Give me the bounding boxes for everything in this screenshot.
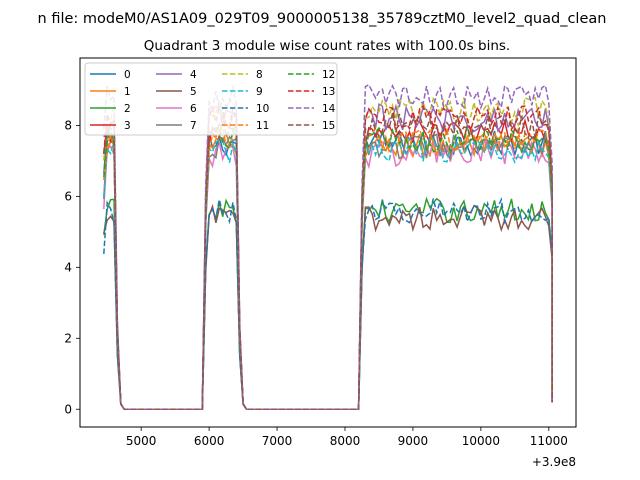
legend-entry-label: 11 xyxy=(256,120,269,132)
legend-entry-label: 13 xyxy=(322,86,335,98)
chart-title: Quadrant 3 module wise count rates with … xyxy=(144,38,510,54)
x-tick-label: 5000 xyxy=(126,434,157,448)
figure-suptitle: n file: modeM0/AS1A09_029T09_9000005138_… xyxy=(38,11,607,27)
legend-entry-label: 3 xyxy=(124,120,131,132)
x-tick-label: 9000 xyxy=(398,434,429,448)
series-line-10 xyxy=(103,197,553,411)
series-line-6 xyxy=(103,137,553,411)
x-tick-label: 8000 xyxy=(330,434,361,448)
x-axis: 5000 6000 7000 8000 9000 10000 11000 xyxy=(126,427,568,448)
x-tick-label: 7000 xyxy=(262,434,293,448)
legend-entry-label: 14 xyxy=(322,103,336,115)
x-tick-label: 11000 xyxy=(530,434,568,448)
y-tick-label: 8 xyxy=(64,118,72,132)
legend-entry-label: 9 xyxy=(256,86,263,98)
y-axis: 0 2 4 6 8 xyxy=(64,118,80,416)
x-tick-label: 10000 xyxy=(462,434,500,448)
series-line-5 xyxy=(103,203,553,411)
y-tick-label: 0 xyxy=(64,402,72,416)
x-axis-offset-label: +3.9e8 xyxy=(532,455,576,469)
legend-entry-label: 12 xyxy=(322,69,335,81)
legend-entry-label: 0 xyxy=(124,69,131,81)
legend-box xyxy=(84,62,338,136)
y-tick-label: 2 xyxy=(64,331,72,345)
legend-entry-label: 5 xyxy=(190,86,197,98)
legend-entry-label: 2 xyxy=(124,103,131,115)
x-tick-label: 6000 xyxy=(194,434,225,448)
axes-frame xyxy=(79,57,577,428)
legend-entry-label: 4 xyxy=(190,69,197,81)
y-tick-label: 4 xyxy=(64,260,72,274)
legend-entry-label: 15 xyxy=(322,120,335,132)
legend-entry-label: 10 xyxy=(256,103,269,115)
legend-entry-label: 8 xyxy=(256,69,263,81)
series-line-2 xyxy=(103,196,553,411)
legend-entry-label: 1 xyxy=(124,86,131,98)
y-tick-label: 6 xyxy=(64,189,72,203)
series-line-9 xyxy=(103,137,553,411)
legend-entry-label: 6 xyxy=(190,103,197,115)
series-line-12 xyxy=(103,126,553,411)
legend-entry-label: 7 xyxy=(190,120,197,132)
